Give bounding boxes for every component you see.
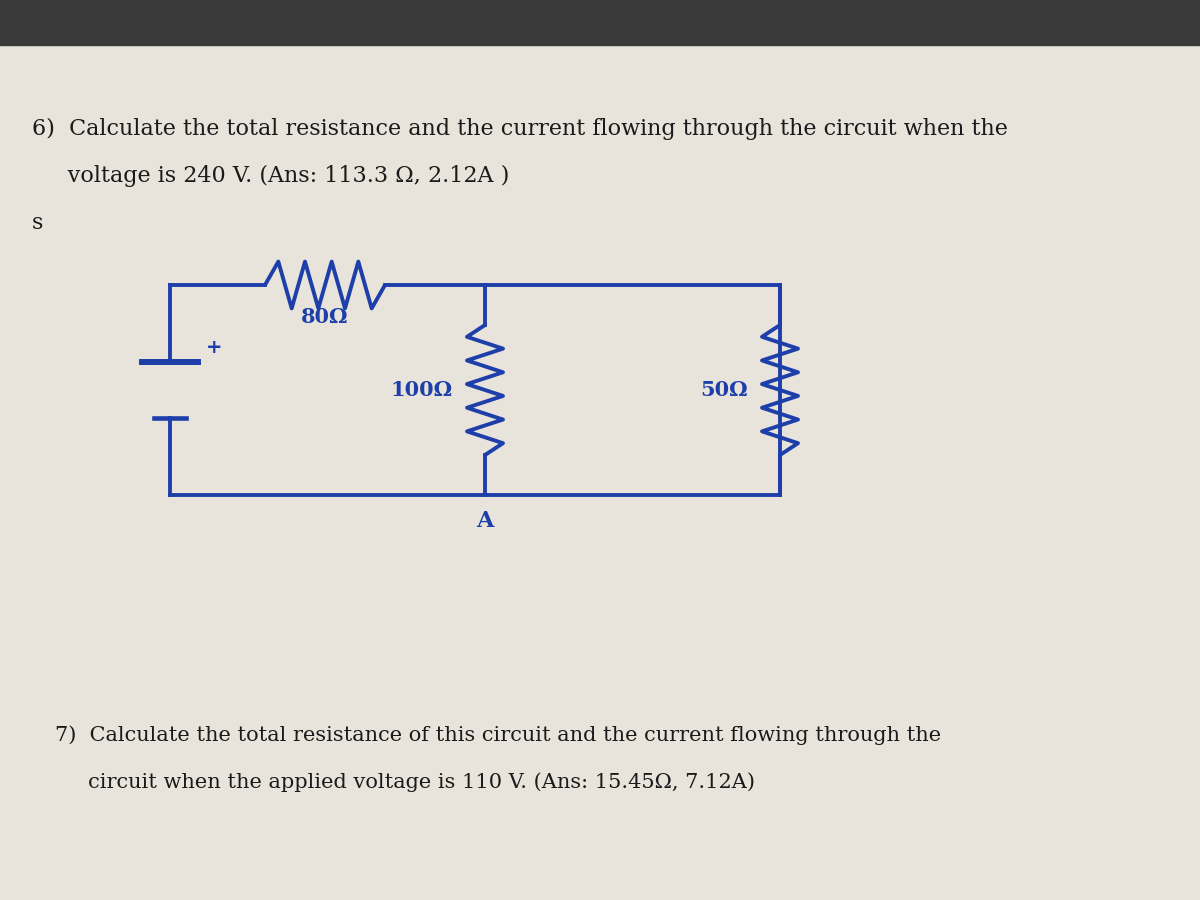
Text: 100Ω: 100Ω: [391, 380, 454, 400]
Text: voltage is 240 V. (Ans: 113.3 Ω, 2.12A ): voltage is 240 V. (Ans: 113.3 Ω, 2.12A ): [32, 165, 509, 187]
Text: A: A: [476, 510, 493, 532]
Text: circuit when the applied voltage is 110 V. (Ans: 15.45Ω, 7.12A): circuit when the applied voltage is 110 …: [55, 772, 755, 792]
Bar: [0, 0, 1200, 45]
Text: 80Ω: 80Ω: [301, 307, 349, 327]
Text: 50Ω: 50Ω: [701, 380, 748, 400]
Text: 6)  Calculate the total resistance and the current flowing through the circuit w: 6) Calculate the total resistance and th…: [32, 118, 1008, 140]
Text: +: +: [206, 338, 222, 357]
Text: s: s: [32, 212, 43, 234]
Text: 7)  Calculate the total resistance of this circuit and the current flowing throu: 7) Calculate the total resistance of thi…: [55, 725, 941, 744]
